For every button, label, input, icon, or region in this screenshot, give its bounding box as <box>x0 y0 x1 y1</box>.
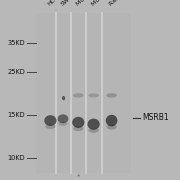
Text: 10KD: 10KD <box>8 155 25 161</box>
Text: MSRB1: MSRB1 <box>142 113 169 122</box>
Bar <box>36 13 131 173</box>
Text: 25KD: 25KD <box>7 69 25 75</box>
Text: HL-60: HL-60 <box>47 0 64 7</box>
Text: SW620: SW620 <box>60 0 80 7</box>
Ellipse shape <box>78 174 80 177</box>
Text: 15KD: 15KD <box>8 112 25 118</box>
Ellipse shape <box>72 117 84 128</box>
Ellipse shape <box>88 128 99 133</box>
Ellipse shape <box>88 93 99 97</box>
Text: Mouse brain: Mouse brain <box>75 0 108 7</box>
Text: Rat brain: Rat brain <box>108 0 134 7</box>
Ellipse shape <box>44 115 57 126</box>
Ellipse shape <box>45 124 56 129</box>
Ellipse shape <box>106 93 117 98</box>
Ellipse shape <box>62 96 65 100</box>
Ellipse shape <box>73 93 84 98</box>
Text: Mouse kidney: Mouse kidney <box>90 0 127 7</box>
Text: 35KD: 35KD <box>8 40 25 46</box>
Ellipse shape <box>58 122 68 126</box>
Ellipse shape <box>107 124 117 130</box>
Ellipse shape <box>73 126 84 131</box>
Ellipse shape <box>87 119 100 130</box>
Ellipse shape <box>58 114 68 123</box>
Ellipse shape <box>106 115 117 126</box>
